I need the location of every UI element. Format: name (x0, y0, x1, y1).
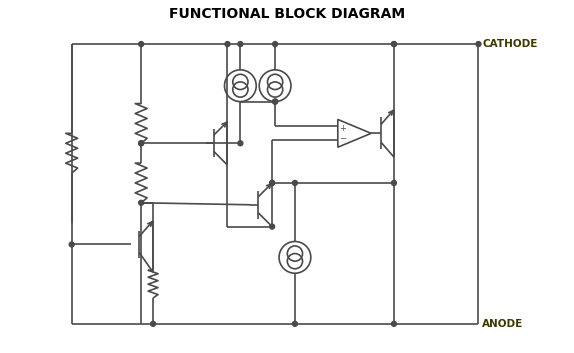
Circle shape (391, 42, 397, 47)
Circle shape (139, 141, 144, 146)
Circle shape (273, 99, 278, 104)
Circle shape (391, 180, 397, 185)
Circle shape (391, 42, 397, 47)
Text: +: + (339, 124, 346, 133)
Circle shape (270, 180, 274, 185)
Circle shape (69, 242, 74, 247)
Circle shape (391, 321, 397, 326)
Circle shape (293, 180, 297, 185)
Circle shape (139, 42, 144, 47)
Circle shape (139, 141, 144, 146)
Circle shape (273, 99, 278, 104)
Text: CATHODE: CATHODE (483, 39, 538, 49)
Text: FUNCTIONAL BLOCK DIAGRAM: FUNCTIONAL BLOCK DIAGRAM (169, 7, 405, 21)
Circle shape (270, 180, 274, 185)
Circle shape (238, 42, 243, 47)
Text: −: − (339, 134, 346, 143)
Circle shape (150, 321, 156, 326)
Circle shape (139, 200, 144, 205)
Circle shape (293, 321, 297, 326)
Circle shape (476, 42, 481, 47)
Circle shape (225, 42, 230, 47)
Circle shape (273, 42, 278, 47)
Text: ANODE: ANODE (483, 319, 523, 329)
Circle shape (270, 224, 274, 229)
Circle shape (238, 141, 243, 146)
